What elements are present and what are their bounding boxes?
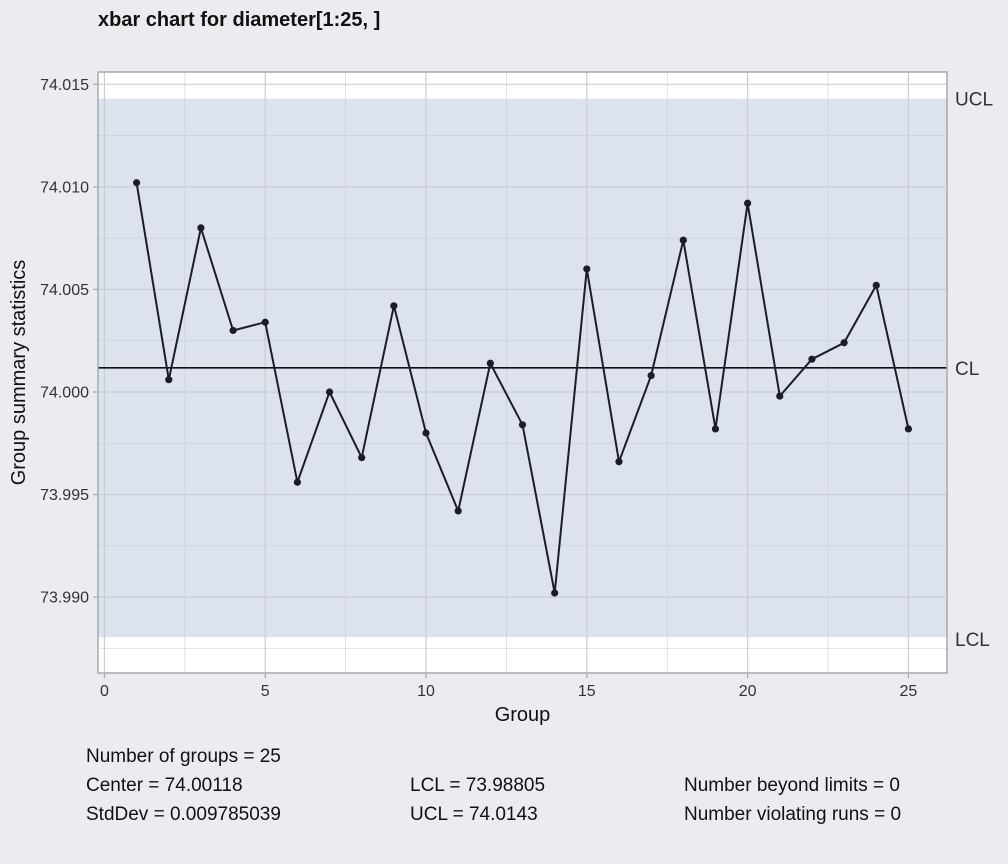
- x-tick-label: 15: [578, 683, 596, 700]
- cl-label: CL: [955, 359, 979, 380]
- stats-column-middle: LCL = 73.98805 UCL = 74.0143: [410, 771, 545, 829]
- data-point: [615, 458, 623, 466]
- stat-beyond-limits: Number beyond limits = 0: [684, 775, 900, 796]
- plot-border: [97, 71, 948, 674]
- stat-lcl: LCL = 73.98805: [410, 775, 546, 796]
- stats-column-left: Number of groups = 25 Center = 74.00118 …: [86, 742, 281, 829]
- y-tick-label: 73.990: [40, 590, 89, 607]
- lcl-label: LCL: [955, 630, 990, 651]
- stats-column-right: Number beyond limits = 0 Number violatin…: [684, 771, 901, 829]
- data-point: [583, 265, 591, 273]
- data-point: [390, 302, 398, 310]
- y-tick-label: 74.015: [40, 77, 89, 94]
- x-tick-label: 0: [100, 683, 109, 700]
- data-point: [808, 355, 816, 363]
- x-axis-title: Group: [495, 704, 551, 726]
- data-point: [872, 281, 880, 289]
- data-point: [197, 224, 205, 232]
- data-point: [422, 429, 430, 437]
- x-tick-label: 25: [900, 683, 918, 700]
- data-point: [840, 339, 848, 347]
- data-point: [711, 425, 720, 433]
- data-point: [325, 388, 334, 396]
- data-point: [293, 478, 301, 486]
- data-point: [358, 454, 366, 462]
- x-tick-label: 5: [261, 683, 270, 700]
- chart-title: xbar chart for diameter[1:25, ]: [98, 9, 381, 31]
- stat-ucl: UCL = 74.0143: [410, 804, 538, 825]
- data-point: [647, 371, 655, 380]
- data-point: [776, 392, 784, 400]
- data-point: [486, 359, 494, 367]
- data-point: [229, 326, 237, 335]
- data-point: [744, 199, 752, 207]
- data-point: [261, 318, 269, 326]
- data-point: [518, 421, 527, 429]
- data-point: [904, 425, 913, 433]
- data-point: [454, 507, 462, 515]
- data-point: [132, 179, 141, 187]
- ucl-label: UCL: [955, 90, 993, 111]
- data-point: [551, 589, 559, 597]
- y-tick-label: 74.010: [40, 179, 89, 196]
- stat-stddev: StdDev = 0.009785039: [86, 804, 281, 825]
- x-tick-label: 20: [739, 683, 757, 700]
- y-tick-label: 74.005: [40, 282, 89, 299]
- x-tick-label: 10: [417, 683, 435, 700]
- y-axis-title: Group summary statistics: [8, 260, 30, 486]
- y-tick-label: 73.995: [40, 487, 89, 504]
- data-point: [679, 236, 687, 244]
- y-tick-label: 74.000: [40, 384, 89, 401]
- stat-number-of-groups: Number of groups = 25: [86, 746, 281, 767]
- stat-center: Center = 74.00118: [86, 775, 243, 796]
- data-point: [165, 376, 173, 384]
- stat-violating-runs: Number violating runs = 0: [684, 804, 902, 825]
